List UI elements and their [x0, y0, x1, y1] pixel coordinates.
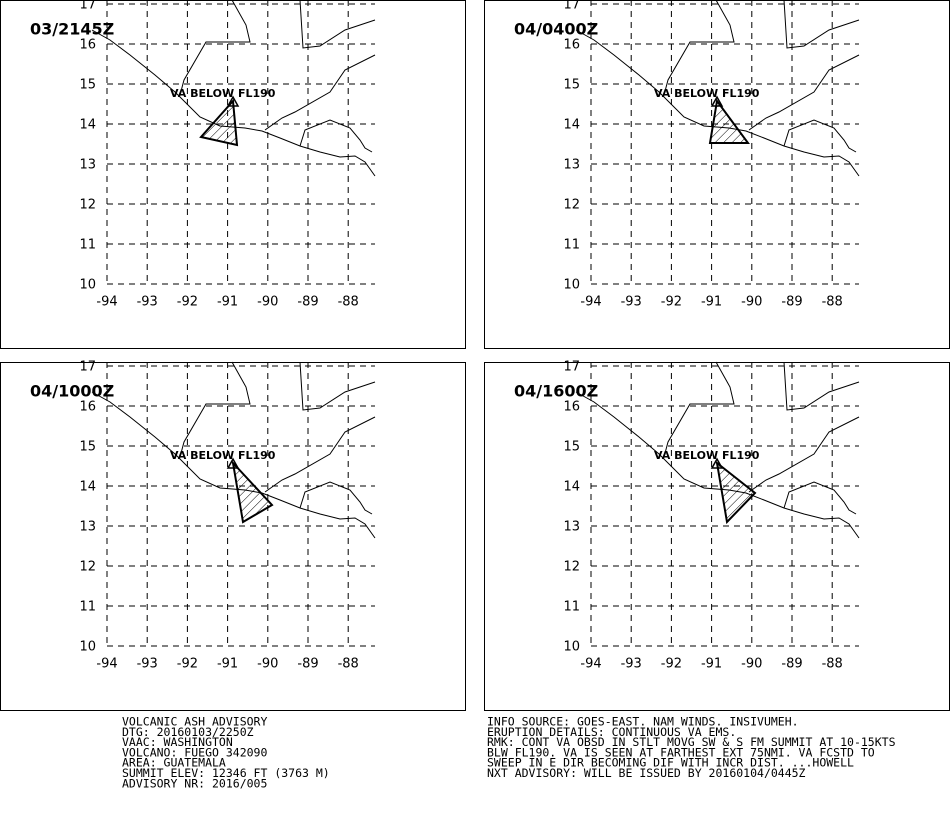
- lon-tick-label: -92: [661, 295, 682, 310]
- lon-tick-label: -90: [741, 657, 762, 672]
- lat-tick-label: 12: [563, 560, 580, 575]
- map-panel: 17 16 15 14 13 12 11 10-94 -93 -92 -91 -90 -89 -88 VA …: [0, 0, 466, 349]
- lat-tick-label: 17: [79, 360, 96, 375]
- lat-tick-label: 11: [563, 600, 580, 615]
- info-line: ERUPTION DETAILS: CONTINUOUS VA EMS.: [487, 725, 736, 739]
- lat-tick-label: 12: [79, 560, 96, 575]
- lat-tick-label: 16: [563, 38, 580, 53]
- ash-area: [199, 98, 239, 147]
- ash-area: [231, 459, 274, 524]
- lat-tick-label: 14: [563, 118, 580, 133]
- lat-tick-label: 15: [79, 440, 96, 455]
- info-line: RMK: CONT VA OBSD IN STLT MOVG SW & S FM…: [487, 735, 896, 749]
- advisory-line: AREA: GUATEMALA: [122, 756, 226, 770]
- lon-tick-label: -94: [580, 657, 601, 672]
- lon-tick-label: -93: [137, 657, 158, 672]
- lat-tick-label: 15: [79, 78, 96, 93]
- lat-tick-label: 13: [563, 158, 580, 173]
- lat-tick-label: 14: [79, 118, 96, 133]
- valid-time: 03/2145Z: [30, 20, 114, 39]
- lon-tick-label: -94: [96, 657, 117, 672]
- ash-annotation: VA BELOW FL190: [654, 449, 760, 462]
- lon-tick-label: -90: [257, 657, 278, 672]
- map-panel: 17 16 15 14 13 12 11 10-94 -93 -92 -91 -90 -89 -88 VA …: [0, 360, 466, 711]
- advisory-line: VAAC: WASHINGTON: [122, 735, 233, 749]
- lon-tick-label: -91: [701, 295, 722, 310]
- ash-area: [708, 98, 750, 144]
- lat-tick-label: 17: [563, 0, 580, 13]
- advisory-line: VOLCANO: FUEGO 342090: [122, 745, 267, 759]
- info-line: BLW FL190. VA IS SEEN AT FARTHEST EXT 75…: [487, 745, 875, 759]
- volcano-marker: [226, 457, 240, 469]
- panel-frame: [0, 0, 466, 349]
- ash-annotation: VA BELOW FL190: [170, 449, 276, 462]
- lon-tick-label: -89: [297, 657, 318, 672]
- ash-annotation: VA BELOW FL190: [170, 87, 276, 100]
- lat-tick-label: 13: [79, 520, 96, 535]
- lon-tick-label: -92: [177, 295, 198, 310]
- lat-tick-label: 16: [563, 400, 580, 415]
- lat-tick-label: 11: [563, 238, 580, 253]
- valid-time: 04/1600Z: [514, 382, 598, 401]
- info-line: NXT ADVISORY: WILL BE ISSUED BY 20160104…: [487, 766, 806, 780]
- volcano-marker: [710, 457, 724, 469]
- lon-tick-label: -89: [781, 657, 802, 672]
- info-line: INFO SOURCE: GOES-EAST. NAM WINDS. INSIV…: [487, 715, 799, 729]
- lon-tick-label: -93: [137, 295, 158, 310]
- lon-tick-label: -91: [701, 657, 722, 672]
- lon-tick-label: -89: [297, 295, 318, 310]
- lat-tick-label: 15: [563, 78, 580, 93]
- lat-tick-label: 10: [79, 278, 96, 293]
- lon-tick-label: -88: [338, 295, 359, 310]
- map-panel: 17 16 15 14 13 12 11 10-94 -93 -92 -91 -90 -89 -88 VA …: [484, 0, 950, 349]
- map-panel: 17 16 15 14 13 12 11 10-94 -93 -92 -91 -90 -89 -88 VA …: [484, 360, 950, 711]
- lon-tick-label: -94: [96, 295, 117, 310]
- lat-tick-label: 11: [79, 238, 96, 253]
- lat-tick-label: 12: [79, 198, 96, 213]
- lat-tick-label: 13: [563, 520, 580, 535]
- lat-tick-label: 10: [563, 278, 580, 293]
- advisory-line: DTG: 20160103/2250Z: [122, 725, 254, 739]
- lat-tick-label: 12: [563, 198, 580, 213]
- lat-tick-label: 17: [79, 0, 96, 13]
- lat-tick-label: 13: [79, 158, 96, 173]
- lon-tick-label: -92: [661, 657, 682, 672]
- lon-tick-label: -90: [741, 295, 762, 310]
- lat-tick-label: 15: [563, 440, 580, 455]
- lon-tick-label: -93: [621, 657, 642, 672]
- volcano-marker: [710, 95, 724, 107]
- lon-tick-label: -88: [822, 657, 843, 672]
- lon-tick-label: -92: [177, 657, 198, 672]
- info-line: SWEEP IN E DIR BECOMING DIF WITH INCR DI…: [487, 756, 854, 770]
- ash-annotation: VA BELOW FL190: [654, 87, 760, 100]
- lat-tick-label: 11: [79, 600, 96, 615]
- valid-time: 04/0400Z: [514, 20, 598, 39]
- ash-area: [715, 460, 757, 525]
- lat-tick-label: 10: [79, 640, 96, 655]
- lon-tick-label: -93: [621, 295, 642, 310]
- lon-tick-label: -91: [217, 295, 238, 310]
- lon-tick-label: -88: [338, 657, 359, 672]
- lon-tick-label: -88: [822, 295, 843, 310]
- lat-tick-label: 14: [563, 480, 580, 495]
- lat-tick-label: 10: [563, 640, 580, 655]
- lon-tick-label: -89: [781, 295, 802, 310]
- lon-tick-label: -91: [217, 657, 238, 672]
- lat-tick-label: 17: [563, 360, 580, 375]
- advisory-line: ADVISORY NR: 2016/005: [122, 776, 267, 790]
- lat-tick-label: 14: [79, 480, 96, 495]
- lon-tick-label: -90: [257, 295, 278, 310]
- valid-time: 04/1000Z: [30, 382, 114, 401]
- advisory-line: SUMMIT ELEV: 12346 FT (3763 M): [122, 766, 330, 780]
- lat-tick-label: 16: [79, 38, 96, 53]
- volcano-marker: [226, 95, 240, 107]
- advisory-line: VOLCANIC ASH ADVISORY: [122, 715, 267, 729]
- lat-tick-label: 16: [79, 400, 96, 415]
- lon-tick-label: -94: [580, 295, 601, 310]
- panel-frame: [0, 362, 466, 711]
